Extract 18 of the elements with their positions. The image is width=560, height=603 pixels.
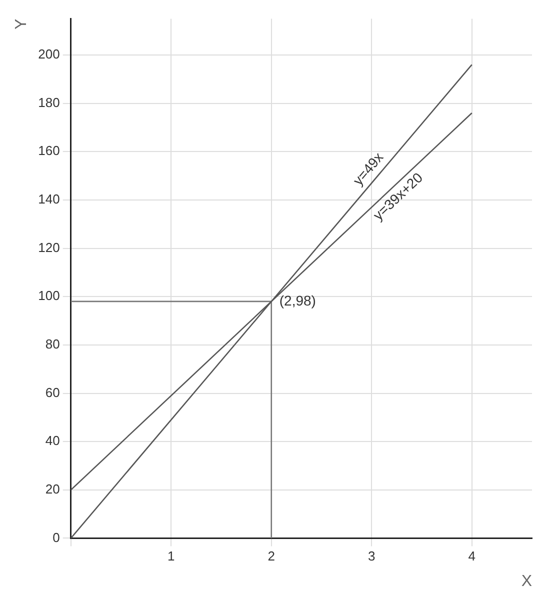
y-tick-label: 180 <box>38 94 60 110</box>
y-axis-title: Y <box>13 18 30 30</box>
y-tick-label: 200 <box>38 46 60 62</box>
y-tick-label: 60 <box>45 384 60 400</box>
y-tick-label: 100 <box>38 288 60 304</box>
y-tick-label: 140 <box>38 192 60 207</box>
y-tick-label: 120 <box>38 240 60 255</box>
annotation: (2,98) <box>279 292 316 308</box>
y-tick-label: 40 <box>45 433 60 448</box>
y-tick-label: 80 <box>45 336 60 352</box>
y-tick-label: 160 <box>38 143 60 158</box>
y-tick-label: 20 <box>45 481 60 496</box>
x-tick-label: 3 <box>368 548 376 564</box>
y-tick-label: 0 <box>52 530 60 545</box>
x-tick-label: 2 <box>268 548 275 564</box>
x-tick-label: 4 <box>468 548 476 564</box>
x-axis-title: X <box>521 572 532 590</box>
x-tick-label: 1 <box>168 548 175 564</box>
